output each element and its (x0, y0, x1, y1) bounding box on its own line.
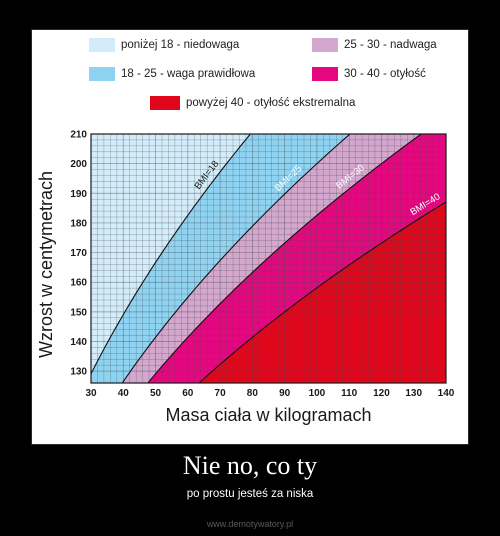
x-tick-label: 140 (438, 388, 455, 399)
x-tick-label: 130 (405, 388, 422, 399)
legend-label-extreme: powyżej 40 - otyłość ekstremalna (186, 97, 356, 109)
x-tick-label: 30 (85, 388, 97, 399)
x-tick-label: 60 (182, 388, 194, 399)
x-tick-label: 120 (373, 388, 390, 399)
bmi-boundary-40 (198, 201, 446, 383)
caption-title: Nie no, co ty (182, 451, 318, 480)
x-tick-label: 70 (215, 388, 227, 399)
poster-frame: poniżej 18 - niedowaga 25 - 30 - nadwaga… (32, 30, 468, 444)
y-tick-label: 150 (70, 307, 87, 318)
bmi-boundary-25 (121, 134, 351, 383)
x-tick-label: 80 (247, 388, 259, 399)
plot-border (90, 133, 447, 384)
bmi-boundary-30 (147, 134, 423, 383)
y-tick-label: 210 (70, 130, 87, 141)
legend-label-underweight: poniżej 18 - niedowaga (121, 39, 240, 51)
y-tick-label: 130 (70, 367, 87, 378)
y-tick-label: 170 (70, 248, 87, 259)
y-tick-label: 140 (70, 337, 87, 348)
legend-item-normal: 18 - 25 - waga prawidłowa (89, 67, 255, 81)
y-tick-label: 200 (70, 159, 87, 170)
bmi-chart: 30 40 50 60 70 80 90 100 110 120 130 140 130 140 150 16… (36, 130, 455, 426)
bmi-boundary-18 (91, 134, 252, 375)
legend-swatch-underweight (89, 38, 115, 52)
legend-item-underweight: poniżej 18 - niedowaga (89, 38, 239, 52)
y-tick-label: 160 (70, 278, 87, 289)
legend-label-overweight: 25 - 30 - nadwaga (344, 39, 437, 51)
legend-label-obese: 30 - 40 - otyłość (344, 68, 426, 80)
x-tick-label: 100 (309, 388, 326, 399)
x-tick-label: 50 (150, 388, 162, 399)
y-axis-label: Wzrost w centymetrach (36, 171, 56, 358)
watermark: www.demotywatory.pl (206, 519, 294, 529)
legend-label-normal: 18 - 25 - waga prawidłowa (121, 68, 256, 80)
legend-swatch-overweight (312, 38, 338, 52)
y-tick-label: 180 (70, 218, 87, 229)
region-extreme (199, 201, 446, 383)
legend-swatch-normal (89, 67, 115, 81)
x-axis-label: Masa ciała w kilogramach (165, 405, 371, 425)
x-tick-label: 90 (279, 388, 291, 399)
legend-item-overweight: 25 - 30 - nadwaga (312, 38, 437, 52)
caption-subtitle: po prostu jesteś za niska (186, 488, 314, 500)
x-tick-label: 110 (341, 388, 358, 399)
legend-item-obese: 30 - 40 - otyłość (312, 67, 426, 81)
y-tick-label: 190 (70, 189, 87, 200)
x-tick-label: 40 (118, 388, 130, 399)
legend-item-extreme: powyżej 40 - otyłość ekstremalna (150, 96, 355, 110)
legend-swatch-extreme (150, 96, 180, 110)
legend-swatch-obese (312, 67, 338, 81)
